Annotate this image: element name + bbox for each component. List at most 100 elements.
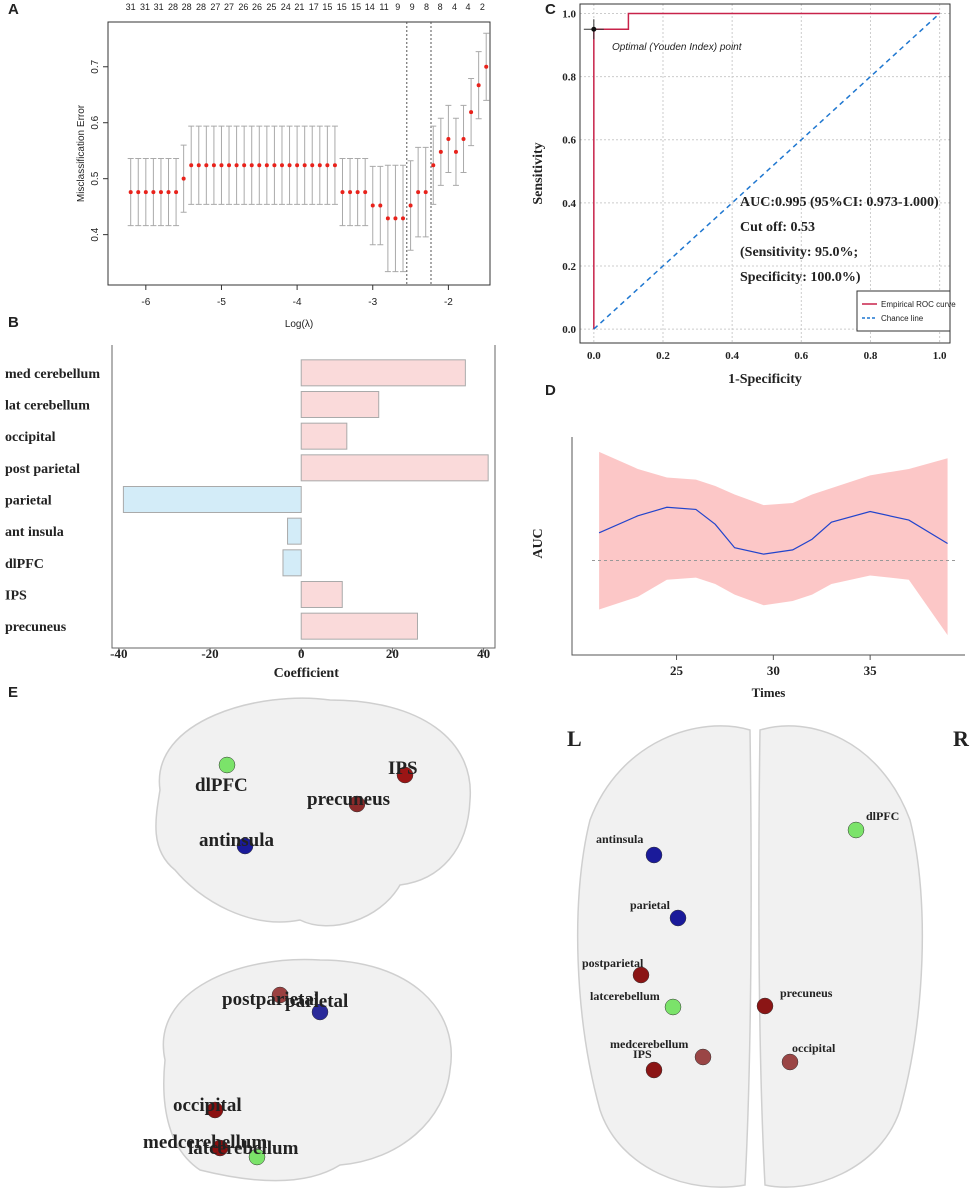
x-tick-label: 20 (386, 646, 399, 661)
x-tick-label: 0.2 (656, 350, 670, 362)
node-label: IPS (633, 1047, 652, 1061)
x-tick-label: 0.4 (725, 350, 739, 362)
point (317, 163, 322, 168)
axes (111, 345, 496, 649)
orientation-label: R (953, 726, 970, 751)
point (393, 216, 398, 221)
point (332, 163, 337, 168)
top-tick-label: 31 (140, 2, 150, 12)
brain-node (781, 1053, 799, 1071)
annotation: Specificity: 100.0%) (740, 270, 861, 285)
optimal-point (591, 26, 597, 32)
x-tick-label: 0.8 (864, 350, 878, 362)
point (446, 136, 451, 141)
top-tick-label: 15 (322, 2, 332, 12)
top-tick-label: 8 (438, 2, 443, 12)
brain-node (271, 986, 289, 1004)
x-tick-label: -2 (444, 297, 453, 308)
point (370, 203, 375, 208)
brain-node (218, 756, 236, 774)
brain-outlines (155, 697, 924, 1188)
top-tick-label: 27 (224, 2, 234, 12)
brain-node (311, 1003, 329, 1021)
point (469, 110, 474, 115)
category-label: post parietal (5, 462, 80, 477)
top-tick-label: 2 (480, 2, 485, 12)
point (476, 83, 481, 88)
point (453, 149, 458, 154)
top-tick-label: 31 (126, 2, 136, 12)
point (174, 190, 179, 195)
x-tick-label: 0 (298, 646, 305, 661)
top-tick-label: 8 (424, 2, 429, 12)
orientation-label: L (567, 726, 582, 751)
top-tick-label: 17 (309, 2, 319, 12)
x-tick-label: -3 (368, 297, 377, 308)
point (340, 190, 345, 195)
top-tick-label: 4 (466, 2, 471, 12)
top-tick-label: 26 (238, 2, 248, 12)
panel-label: C (545, 1, 556, 18)
category-label: dlPFC (5, 557, 44, 572)
bar (287, 517, 302, 545)
node-label: dlPFC (195, 775, 248, 796)
brain-axial-left (576, 725, 752, 1188)
point (423, 190, 428, 195)
point (264, 163, 269, 168)
top-tick-label: 4 (452, 2, 457, 12)
brain-node (664, 998, 682, 1016)
confidence-band (599, 451, 948, 636)
point (408, 203, 413, 208)
node-label: latcerebellum (188, 1138, 299, 1159)
x-tick-label: 0.0 (587, 350, 601, 362)
brain-node (396, 766, 414, 784)
brain-node (645, 846, 663, 864)
panel-label: B (8, 314, 19, 331)
bar (300, 391, 380, 418)
point (151, 190, 156, 195)
node-label: postparietal (222, 989, 319, 1010)
x-tick-label: 35 (864, 663, 878, 678)
point (287, 163, 292, 168)
category-label: occipital (5, 430, 56, 445)
point (484, 64, 489, 69)
x-tick-label: -5 (217, 297, 226, 308)
bar (300, 422, 348, 450)
y-tick-label: 1.0 (562, 8, 576, 20)
x-tick-label: 25 (670, 663, 684, 678)
bar (282, 549, 302, 577)
node-label: parietal (630, 898, 671, 912)
node-label: medcerebellum (143, 1132, 267, 1153)
point (363, 190, 368, 195)
y-axis-label: Sensitivity (531, 142, 546, 204)
auc-line (598, 506, 948, 555)
brain-node (348, 795, 366, 813)
point (166, 190, 171, 195)
y-tick-label: 0.4 (562, 198, 576, 210)
top-tick-label: 14 (365, 2, 375, 12)
brain-sagittal-lower (162, 958, 452, 1182)
panel-label: D (545, 382, 556, 399)
node-label: parietal (285, 991, 348, 1012)
top-tick-label: 28 (182, 2, 192, 12)
annotation: Optimal (Youden Index) point (612, 42, 743, 53)
top-tick-label: 31 (154, 2, 164, 12)
x-axis-label: Log(λ) (285, 319, 313, 330)
node-label: dlPFC (866, 809, 899, 823)
category-label: IPS (5, 589, 27, 604)
point (416, 190, 421, 195)
node-label: IPS (388, 758, 418, 779)
y-tick-label: 0.8 (562, 72, 576, 84)
point (211, 163, 216, 168)
category-label: ant insula (5, 525, 64, 540)
top-tick-label: 25 (266, 2, 276, 12)
panel-label: A (8, 1, 19, 18)
brain-node (206, 1101, 224, 1119)
x-tick-label: 40 (477, 646, 490, 661)
x-tick-label: -6 (141, 297, 150, 308)
category-label: parietal (5, 494, 52, 509)
y-axis-label: Misclassification Error (76, 104, 87, 202)
brain-node (632, 966, 650, 984)
brain-node (236, 837, 254, 855)
point (385, 216, 390, 221)
